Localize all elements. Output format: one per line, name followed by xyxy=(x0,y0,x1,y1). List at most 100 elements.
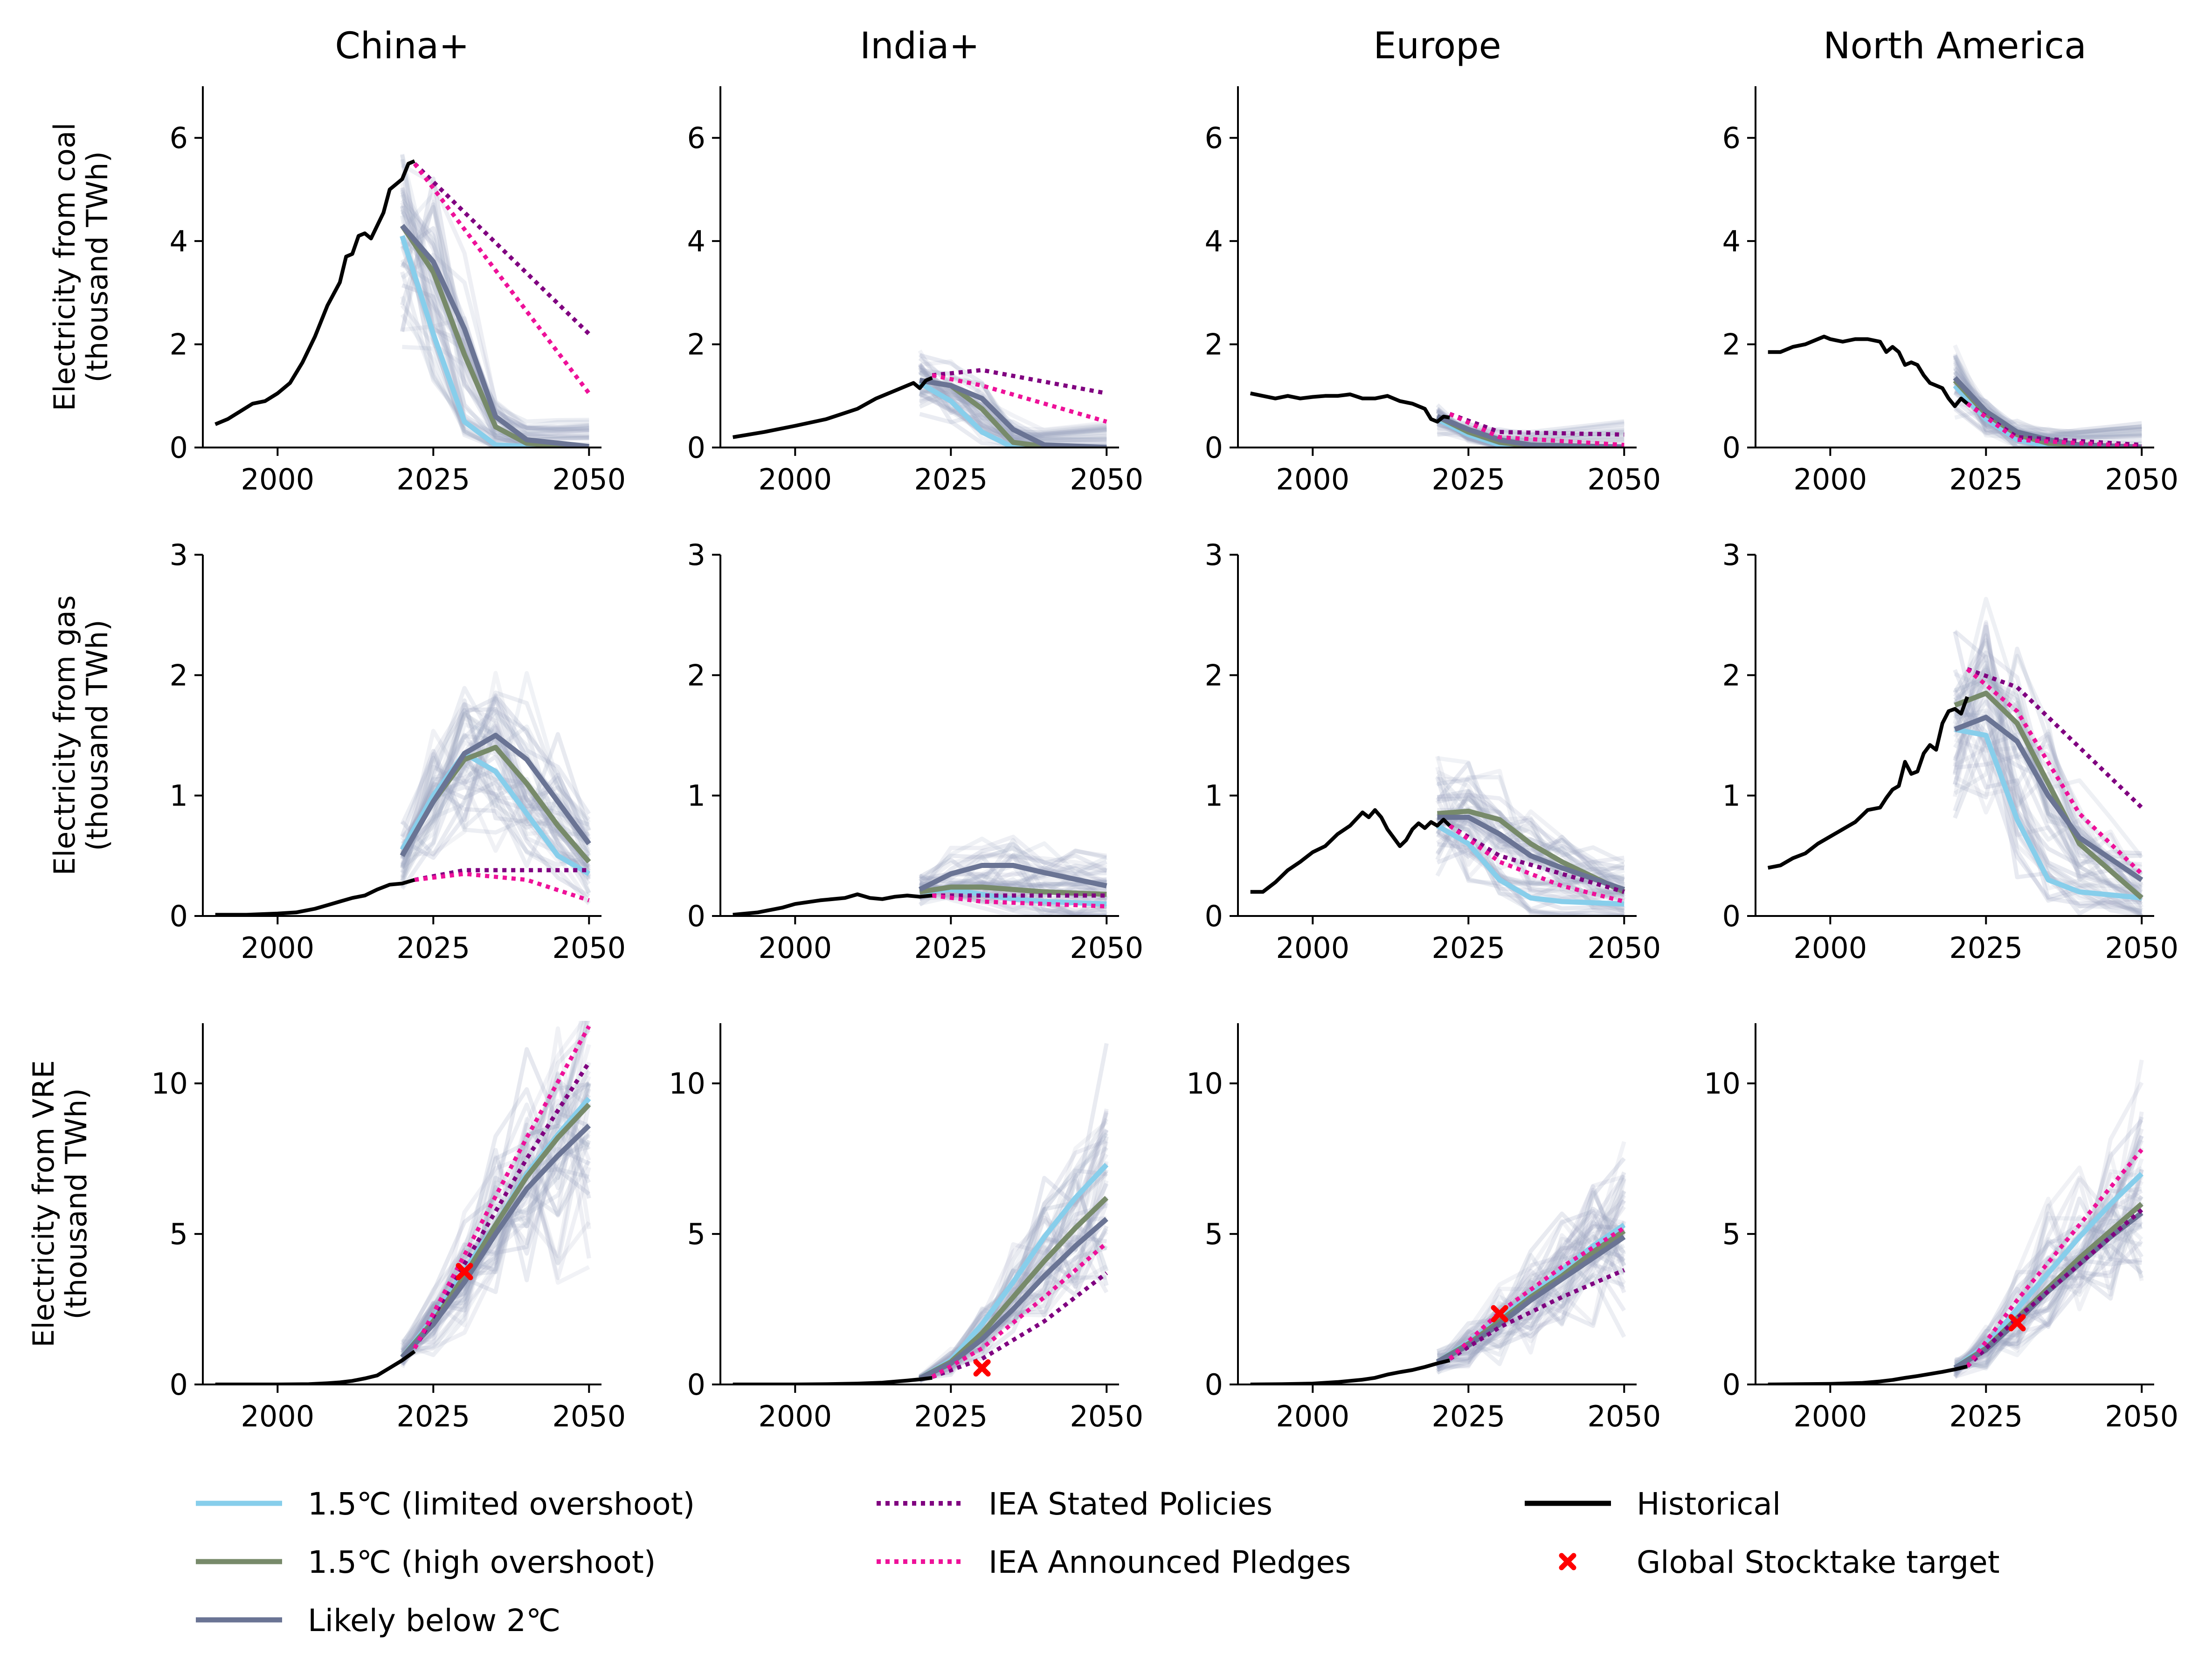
ensemble-line xyxy=(400,1143,590,1349)
x-tick-label: 2025 xyxy=(396,1399,470,1433)
y-tick-label: 0 xyxy=(1205,899,1223,933)
ensemble-line xyxy=(1436,829,1624,916)
panel-coal-0: 0 2 4 6 2000 2025 2050 xyxy=(170,86,626,496)
ensemble-line xyxy=(919,384,1107,448)
y-tick-label: 0 xyxy=(1205,1368,1223,1402)
ensemble-line xyxy=(918,1136,1109,1380)
x-tick-label: 2025 xyxy=(1949,1399,2023,1433)
y-tick-label: 0 xyxy=(1722,1368,1741,1402)
legend-item-hist: Historical xyxy=(1525,1486,1781,1522)
y-tick-label: 4 xyxy=(1205,224,1223,258)
y-tick-label: 0 xyxy=(1205,431,1223,465)
series-line-b2 xyxy=(919,378,1107,448)
gst-marker-x xyxy=(2008,1314,2026,1332)
legend-item-aps: IEA Announced Pledges xyxy=(877,1544,1351,1580)
panel-gas-2: 0 1 2 3 2000 2025 2050 xyxy=(1205,538,1661,965)
legend-label: Likely below 2℃ xyxy=(308,1603,560,1639)
ensemble-line xyxy=(1954,385,2142,448)
y-tick-label: 5 xyxy=(170,1217,188,1251)
series-line-hist xyxy=(215,1350,416,1384)
y-tick-label: 0 xyxy=(1722,431,1741,465)
ensemble-line xyxy=(1953,1116,2144,1378)
ensemble-line xyxy=(400,189,589,448)
gst-target-marker xyxy=(456,1263,473,1281)
ensemble-line xyxy=(401,253,589,429)
x-tick-label: 2000 xyxy=(758,931,832,965)
y-tick-label: 10 xyxy=(1186,1067,1223,1101)
ensemble-line xyxy=(1953,1169,2144,1376)
ensemble-line xyxy=(1954,1166,2143,1372)
ensemble-line xyxy=(401,1126,591,1358)
series-line-steps xyxy=(1448,1268,1625,1361)
ensemble-line xyxy=(1437,793,1624,864)
y-tick-label: 5 xyxy=(1205,1217,1223,1251)
series-line-hist xyxy=(733,892,933,916)
plot-area xyxy=(1250,1141,1626,1384)
ensemble-line xyxy=(1436,409,1624,448)
ensemble-line xyxy=(401,1087,591,1344)
series-line-aps xyxy=(413,162,591,395)
x-tick-label: 2000 xyxy=(241,931,314,965)
series-line-b2 xyxy=(400,733,591,857)
ensemble-line xyxy=(401,721,591,871)
ensemble-line xyxy=(1953,363,2142,448)
ensemble-line xyxy=(1436,847,1625,916)
series-line-steps xyxy=(414,868,589,882)
series-line-aps xyxy=(413,1025,591,1350)
ensemble-line xyxy=(1953,355,2142,448)
x-tick-label: 2000 xyxy=(1793,1399,1867,1433)
series-line-hist xyxy=(215,878,415,916)
ensemble-line xyxy=(1437,1235,1626,1364)
ensemble-line xyxy=(400,296,589,435)
ensemble-line xyxy=(400,313,589,448)
ensemble-line xyxy=(1953,629,2143,916)
x-tick-label: 2025 xyxy=(914,931,988,965)
series-line-b2 xyxy=(1436,414,1624,448)
ensemble-line xyxy=(1955,1201,2144,1368)
x-tick-label: 2025 xyxy=(396,462,470,496)
ensemble-line xyxy=(400,271,589,437)
series-line-b2 xyxy=(400,224,589,448)
series-line-b2 xyxy=(1436,1234,1626,1364)
panel-coal-3: 0 2 4 6 2000 2025 2050 xyxy=(1722,86,2178,496)
ensemble-line xyxy=(1953,391,2142,448)
y-tick-label: 5 xyxy=(687,1217,705,1251)
series-line-b2 xyxy=(1437,814,1625,892)
series-line-high xyxy=(1954,690,2143,900)
y-tick-label: 2 xyxy=(1722,658,1741,692)
ensemble-line xyxy=(1436,1184,1626,1369)
ensemble-line xyxy=(1953,371,2142,440)
y-tick-label: 1 xyxy=(687,779,705,813)
x-tick-label: 2025 xyxy=(1949,462,2023,496)
gst-target-marker xyxy=(973,1359,991,1377)
ensemble-line xyxy=(1437,811,1625,882)
ensemble-line xyxy=(1436,414,1624,448)
ensemble-line xyxy=(919,389,1107,448)
y-tick-label: 2 xyxy=(170,658,188,692)
ensemble-line xyxy=(1436,1244,1625,1367)
x-tick-label: 2050 xyxy=(2105,931,2178,965)
ensemble-line xyxy=(1436,812,1624,916)
ensemble-line xyxy=(1436,1273,1625,1363)
ensemble-line xyxy=(401,283,589,442)
y-tick-label: 2 xyxy=(1205,328,1223,362)
panel-vre-0: 0 5 10 2000 2025 2050 xyxy=(151,1021,626,1433)
plot-area xyxy=(215,1021,591,1384)
ensemble-line xyxy=(400,241,589,442)
y-tick-label: 6 xyxy=(1205,121,1223,155)
x-tick-label: 2000 xyxy=(758,462,832,496)
ensemble-line xyxy=(919,857,1107,885)
legend: 1.5℃ (limited overshoot) 1.5℃ (high overs… xyxy=(196,1486,2000,1639)
series-line-aps xyxy=(414,872,590,902)
series-line-lim xyxy=(918,380,1107,448)
ensemble-line xyxy=(400,693,591,845)
x-tick-label: 2000 xyxy=(1276,462,1349,496)
ensemble-line xyxy=(400,215,589,448)
series-line-aps xyxy=(1448,1226,1625,1361)
y-tick-label: 2 xyxy=(170,328,188,362)
x-tick-label: 2000 xyxy=(1793,931,1867,965)
ensemble-line xyxy=(1436,1232,1626,1368)
ensemble-line xyxy=(402,344,589,448)
legend-label: 1.5℃ (high overshoot) xyxy=(308,1544,656,1580)
